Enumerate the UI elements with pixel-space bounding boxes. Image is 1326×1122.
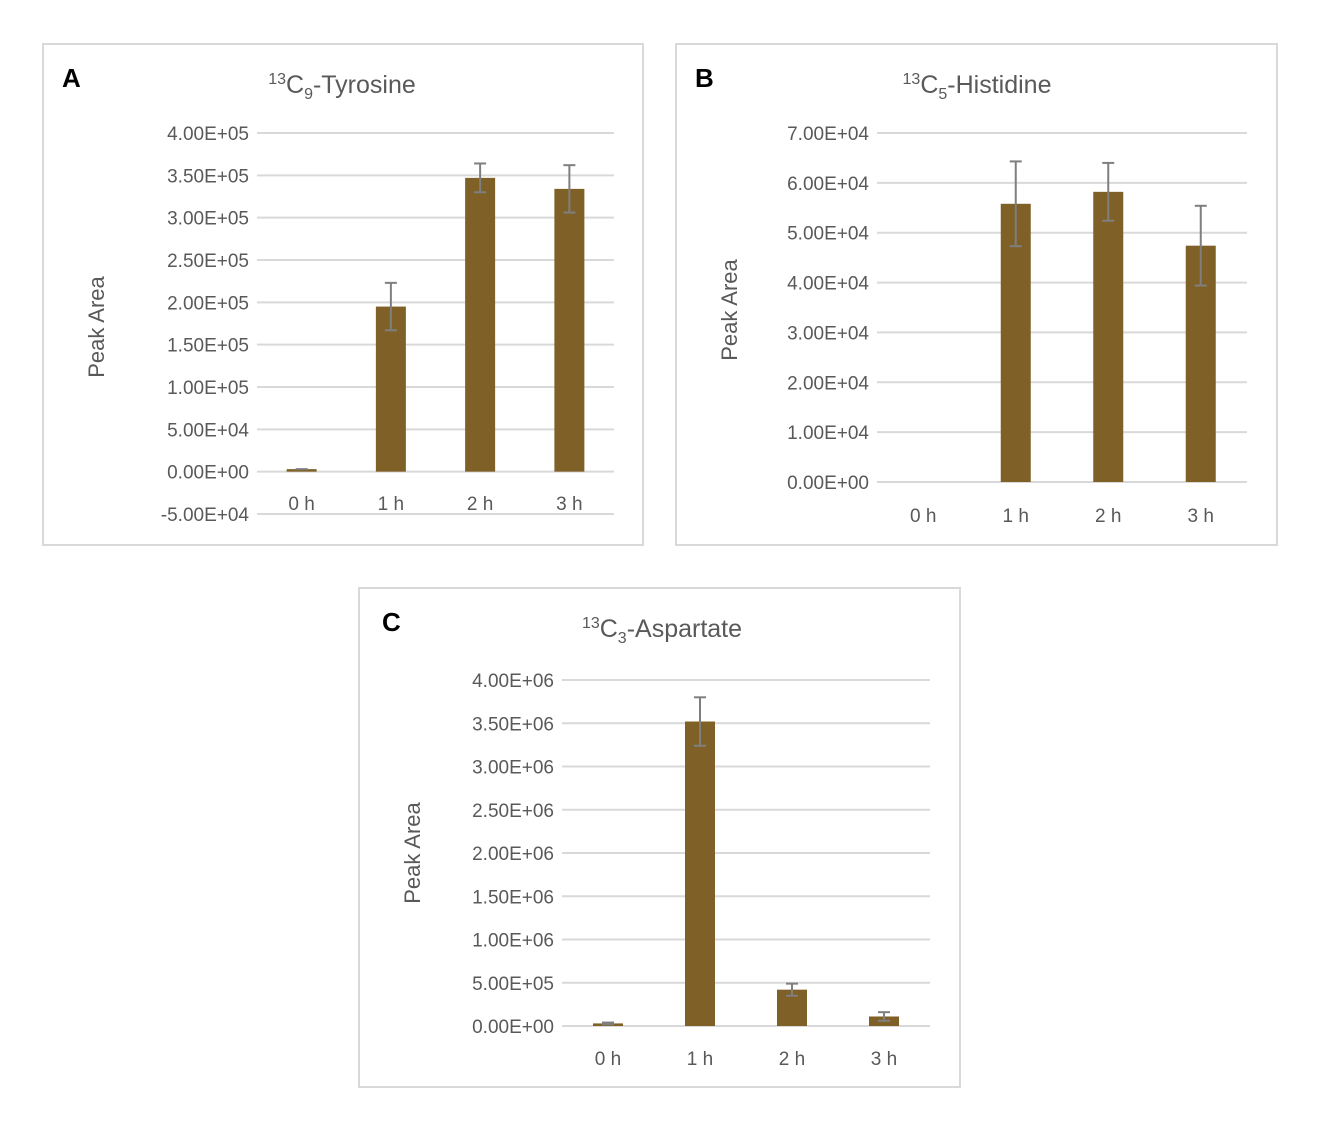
chart-b-ytick-label: 6.00E+04 — [787, 174, 869, 195]
chart-c-xtick-label: 1 h — [687, 1049, 713, 1070]
chart-b-xtick-label: 2 h — [1095, 506, 1121, 527]
chart-c-yticks: 4.00E+06 3.50E+06 3.00E+06 2.50E+06 2.00E+06… — [472, 671, 554, 1038]
chart-b-ylabel: Peak Area — [717, 258, 742, 360]
chart-panel-c: C 13C3-Aspartate Peak Area 4.00E+06 3.50E… — [358, 587, 961, 1088]
chart-c-title-sup: 13 — [582, 615, 600, 632]
chart-c-title-main: C — [600, 615, 618, 643]
chart-b-ytick-label: 4.00E+04 — [787, 274, 869, 295]
panel-letter-c: C — [382, 607, 401, 637]
chart-b-title-main: C — [920, 71, 938, 99]
chart-c-errorbar — [786, 982, 798, 997]
chart-a-xtick-label: 3 h — [556, 494, 582, 515]
chart-b-ytick-label: 3.00E+04 — [787, 323, 869, 344]
chart-b-errorbar — [1009, 160, 1022, 248]
chart-a-ytick-label: 1.50E+05 — [167, 336, 249, 357]
panel-letter-a: A — [62, 63, 81, 93]
chart-c-gridlines — [562, 679, 930, 1027]
chart-a-title-sub: 9 — [304, 86, 313, 103]
chart-a-xticks: 0 h 1 h 2 h 3 h — [288, 494, 582, 515]
chart-b-errorbar — [1102, 161, 1115, 222]
chart-b-xtick-label: 1 h — [1003, 506, 1029, 527]
chart-a-errorbar — [384, 281, 397, 332]
chart-a-title-sup: 13 — [268, 71, 286, 88]
chart-b-title-rest: -Histidine — [947, 71, 1051, 99]
chart-c-ytick-label: 3.00E+06 — [472, 758, 554, 779]
chart-b-title: 13C5-Histidine — [903, 71, 1052, 103]
chart-a-ytick-label: -5.00E+04 — [161, 505, 250, 526]
chart-c-xticks: 0 h 1 h 2 h 3 h — [595, 1049, 897, 1070]
chart-a-ytick-label: 3.50E+05 — [167, 166, 249, 187]
chart-b-xtick-label: 0 h — [910, 506, 936, 527]
chart-a-ytick-label: 1.00E+05 — [167, 378, 249, 399]
chart-c-errorbar — [878, 1011, 890, 1022]
chart-c-title-rest: -Aspartate — [627, 615, 742, 643]
chart-b-ytick-label: 0.00E+00 — [787, 473, 869, 494]
chart-c-ytick-label: 0.00E+00 — [472, 1017, 554, 1038]
chart-b-ytick-label: 5.00E+04 — [787, 224, 869, 245]
chart-a-gridlines — [257, 132, 614, 515]
chart-a-xtick-label: 1 h — [378, 494, 404, 515]
chart-b-bar — [1093, 191, 1124, 482]
chart-a-bars — [286, 177, 585, 472]
chart-a-errorbar — [563, 164, 576, 214]
chart-b-bar — [1000, 203, 1031, 482]
chart-a-yticks: 4.00E+05 3.50E+05 3.00E+05 2.50E+05 2.00E+05… — [161, 124, 250, 526]
chart-b-errorbar — [1194, 204, 1207, 287]
chart-b-ytick-label: 7.00E+04 — [787, 124, 869, 145]
chart-b-svg: B 13C5-Histidine Peak Area 7.00E+04 6.00E… — [695, 63, 1247, 527]
chart-b-ytick-label: 1.00E+04 — [787, 423, 869, 444]
chart-b-ytick-label: 2.00E+04 — [787, 373, 869, 394]
chart-c-svg: C 13C3-Aspartate Peak Area 4.00E+063.50E… — [382, 607, 930, 1070]
chart-c-bars — [593, 721, 899, 1026]
chart-c-bar — [685, 721, 715, 1026]
chart-a-svg: A 13C9-Tyrosine Peak Area 4.00E+05 3.50E+… — [62, 63, 614, 526]
chart-a-bar — [554, 188, 585, 472]
chart-a-title-main: C — [286, 71, 304, 99]
chart-c-errorbars — [602, 696, 890, 1026]
chart-a-bar — [286, 469, 317, 472]
chart-c-title: 13C3-Aspartate — [582, 615, 742, 647]
chart-a-ylabel: Peak Area — [84, 275, 109, 377]
chart-a-errorbars — [295, 162, 576, 471]
chart-panel-b: B 13C5-Histidine Peak Area 7.00E+04 6.00E… — [675, 43, 1278, 546]
chart-c-ytick-label: 3.50E+06 — [472, 714, 554, 735]
chart-c-ytick-label: 1.50E+06 — [472, 887, 554, 908]
chart-c-ytick-label: 4.00E+06 — [472, 671, 554, 692]
chart-b-errorbars — [1009, 160, 1207, 287]
chart-a-title-rest: -Tyrosine — [313, 71, 416, 99]
chart-a-bar — [465, 177, 496, 472]
chart-a-bar — [375, 306, 406, 472]
chart-c-ytick-label: 2.50E+06 — [472, 801, 554, 822]
chart-panel-a: A 13C9-Tyrosine Peak Area 4.00E+05 3.50E+… — [42, 43, 644, 546]
chart-b-xtick-label: 3 h — [1188, 506, 1214, 527]
chart-a-ytick-label: 2.00E+05 — [167, 293, 249, 314]
chart-c-ytick-label: 2.00E+06 — [472, 844, 554, 865]
chart-c-xtick-label: 3 h — [871, 1049, 897, 1070]
chart-c-xtick-label: 2 h — [779, 1049, 805, 1070]
chart-b-bars — [1000, 191, 1216, 482]
chart-a-ytick-label: 5.00E+04 — [167, 420, 249, 441]
chart-b-yticks: 7.00E+04 6.00E+04 5.00E+04 4.00E+04 3.00E+04… — [787, 124, 869, 494]
chart-b-xticks: 0 h 1 h 2 h 3 h — [910, 506, 1214, 527]
chart-b-title-sup: 13 — [903, 71, 921, 88]
chart-a-title: 13C9-Tyrosine — [268, 71, 416, 103]
chart-b-gridlines — [877, 132, 1247, 483]
chart-a-xtick-label: 0 h — [288, 494, 314, 515]
chart-a-ytick-label: 2.50E+05 — [167, 251, 249, 272]
chart-b-title-sub: 5 — [938, 86, 947, 103]
chart-c-errorbar — [694, 696, 706, 747]
chart-c-title-sub: 3 — [618, 630, 627, 647]
chart-a-ytick-label: 0.00E+00 — [167, 463, 249, 484]
chart-c-ytick-label: 1.00E+06 — [472, 931, 554, 952]
chart-c-ylabel: Peak Area — [400, 801, 425, 903]
chart-a-errorbar — [474, 162, 487, 194]
chart-a-ytick-label: 4.00E+05 — [167, 124, 249, 145]
panel-letter-b: B — [695, 63, 714, 93]
chart-a-xtick-label: 2 h — [467, 494, 493, 515]
chart-c-xtick-label: 0 h — [595, 1049, 621, 1070]
chart-c-ytick-label: 5.00E+05 — [472, 974, 554, 995]
chart-c-errorbar — [602, 1021, 614, 1026]
chart-a-ytick-label: 3.00E+05 — [167, 209, 249, 230]
